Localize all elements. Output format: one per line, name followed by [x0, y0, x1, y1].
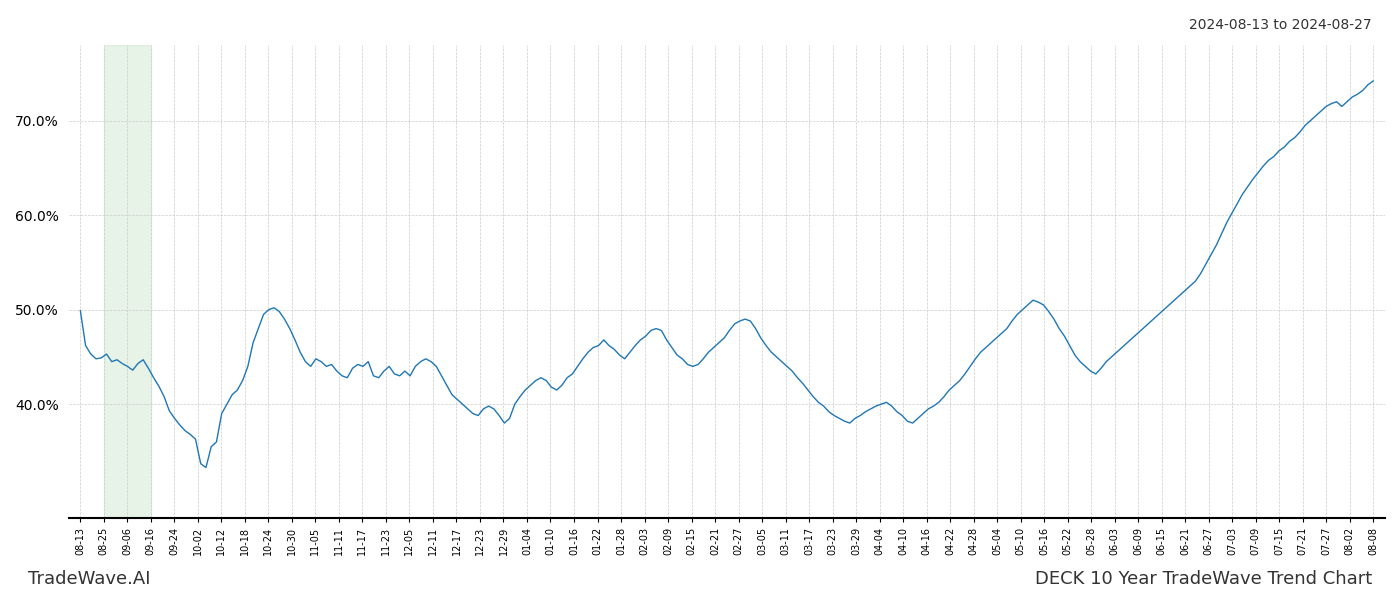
- Bar: [104, 45, 151, 518]
- Text: TradeWave.AI: TradeWave.AI: [28, 570, 151, 588]
- Text: DECK 10 Year TradeWave Trend Chart: DECK 10 Year TradeWave Trend Chart: [1035, 570, 1372, 588]
- Text: 2024-08-13 to 2024-08-27: 2024-08-13 to 2024-08-27: [1190, 18, 1372, 32]
